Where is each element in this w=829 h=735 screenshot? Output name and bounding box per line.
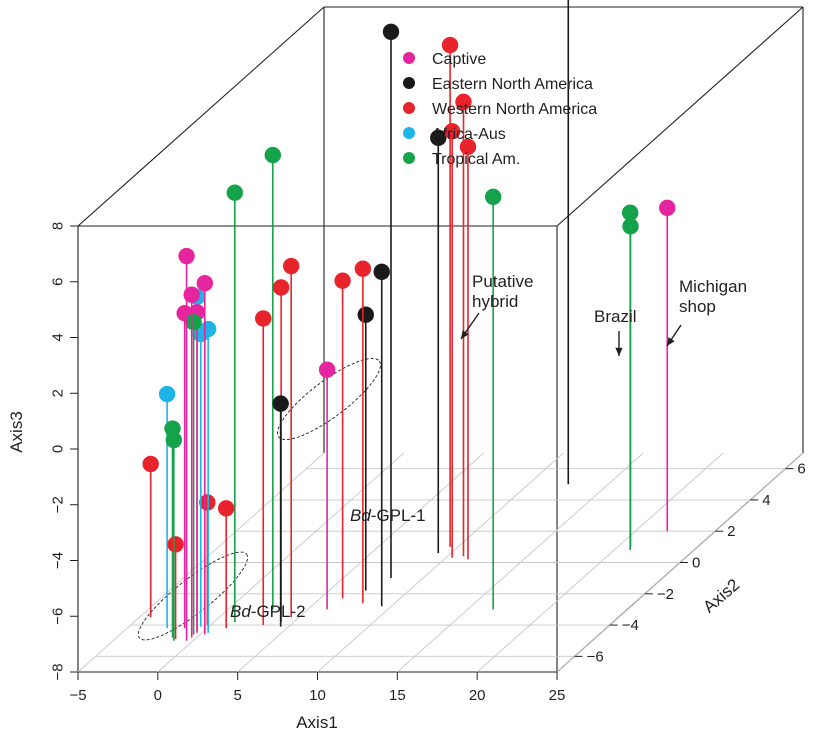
michigan-shop-arrow-head [667, 337, 675, 346]
legend-swatch [403, 102, 415, 114]
michigan-shop-label: Michigan shop [679, 277, 747, 316]
x-tick-label: 5 [233, 687, 241, 704]
x-tick-label: 15 [389, 687, 406, 704]
point-western-north-america [255, 310, 272, 327]
point-tropical-am- [484, 188, 502, 206]
y-tick-label: −4 [622, 617, 639, 634]
point-western-north-america [443, 123, 461, 140]
point-eastern-north-america [373, 263, 390, 280]
y-tick-label: 2 [727, 523, 735, 540]
brazil-arrow-head [615, 347, 623, 356]
x-axis-label: Axis1 [296, 713, 338, 732]
y-axis-label: Axis2 [699, 575, 743, 617]
x-tick-label: 25 [549, 687, 566, 704]
legend-swatch [403, 152, 415, 164]
point-western-north-america [272, 279, 290, 296]
gpl2-ellipse [137, 551, 249, 641]
z-tick-label: 4 [50, 333, 67, 341]
x-tick-label: 10 [309, 687, 326, 704]
gpl2-label: Bd-GPL-2 [230, 602, 306, 621]
y-tick-label: −6 [587, 648, 604, 665]
putative-hybrid-label: Putative hybrid [472, 272, 533, 311]
legend-swatch [403, 52, 415, 64]
point-captive [659, 199, 676, 217]
legend-swatch [403, 77, 415, 89]
point-captive [318, 361, 336, 378]
x-tick-label: 0 [154, 687, 162, 704]
y-tick-label: −2 [657, 586, 674, 603]
point-western-north-america [334, 272, 351, 289]
point-western-north-america [354, 260, 372, 277]
brazil-label: Brazil [594, 307, 637, 326]
y-tick-label: 6 [797, 461, 805, 478]
legend: Captive Eastern North America Western Nort… [403, 51, 597, 168]
point-captive [196, 275, 213, 292]
point-eastern-north-america [430, 129, 447, 146]
box-edge [77, 6, 325, 227]
z-tick-label: 2 [50, 389, 67, 397]
legend-swatch [403, 127, 415, 139]
y-tick-label: 0 [692, 555, 700, 572]
box-edge [556, 6, 804, 227]
point-africa-aus [199, 320, 217, 338]
legend-label: Western North America [432, 101, 597, 118]
point-western-north-america [167, 536, 184, 553]
z-tick-label: −4 [50, 552, 67, 569]
point-western-north-america [459, 138, 477, 156]
legend-label: Captive [432, 51, 486, 68]
z-axis-label: Axis3 [7, 411, 26, 453]
point-captive [183, 286, 200, 303]
z-tick-label: 0 [50, 445, 67, 453]
putative-hybrid-arrow-head [461, 330, 469, 339]
point-western-north-america [217, 500, 235, 517]
point-tropical-am- [226, 184, 244, 201]
x-tick-label: −5 [69, 687, 86, 704]
z-tick-label: −8 [50, 663, 67, 680]
point-eastern-north-america [272, 395, 289, 412]
gpl1-label: Bd-GPL-1 [350, 506, 426, 525]
point-western-north-america [282, 257, 300, 275]
point-western-north-america [441, 36, 459, 54]
point-tropical-am- [185, 314, 202, 331]
point-africa-aus [158, 385, 176, 403]
annotations: Putative hybrid Brazil Michigan shop Bd-GPL-1… [230, 272, 747, 621]
legend-label: Africa-Aus [432, 126, 506, 143]
point-western-north-america [142, 455, 159, 473]
point-tropical-am- [621, 204, 639, 221]
data-points [142, 0, 676, 641]
x-tick-label: 20 [469, 687, 486, 704]
z-tick-label: −2 [50, 496, 67, 513]
point-eastern-north-america [357, 306, 374, 323]
point-eastern-north-america [382, 23, 400, 40]
point-captive [178, 247, 195, 265]
legend-label: Eastern North America [432, 76, 593, 93]
point-tropical-am- [165, 431, 183, 449]
point-tropical-am- [264, 146, 282, 164]
z-tick-label: −6 [50, 608, 67, 625]
point-western-north-america [455, 93, 472, 111]
floor-grid [77, 452, 804, 673]
cluster-ellipses [137, 358, 381, 641]
y-tick-label: 4 [762, 492, 770, 509]
z-tick-label: 8 [50, 222, 67, 230]
axis-ticks: −5 0 5 10 15 20 25 −8 −6 −4 −2 0 2 4 6 8 −6 −4 −2 0 2 4 6 [50, 222, 806, 704]
legend-label: Tropical Am. [432, 151, 520, 168]
z-tick-label: 6 [50, 278, 67, 286]
gpl1-ellipse [277, 358, 381, 440]
